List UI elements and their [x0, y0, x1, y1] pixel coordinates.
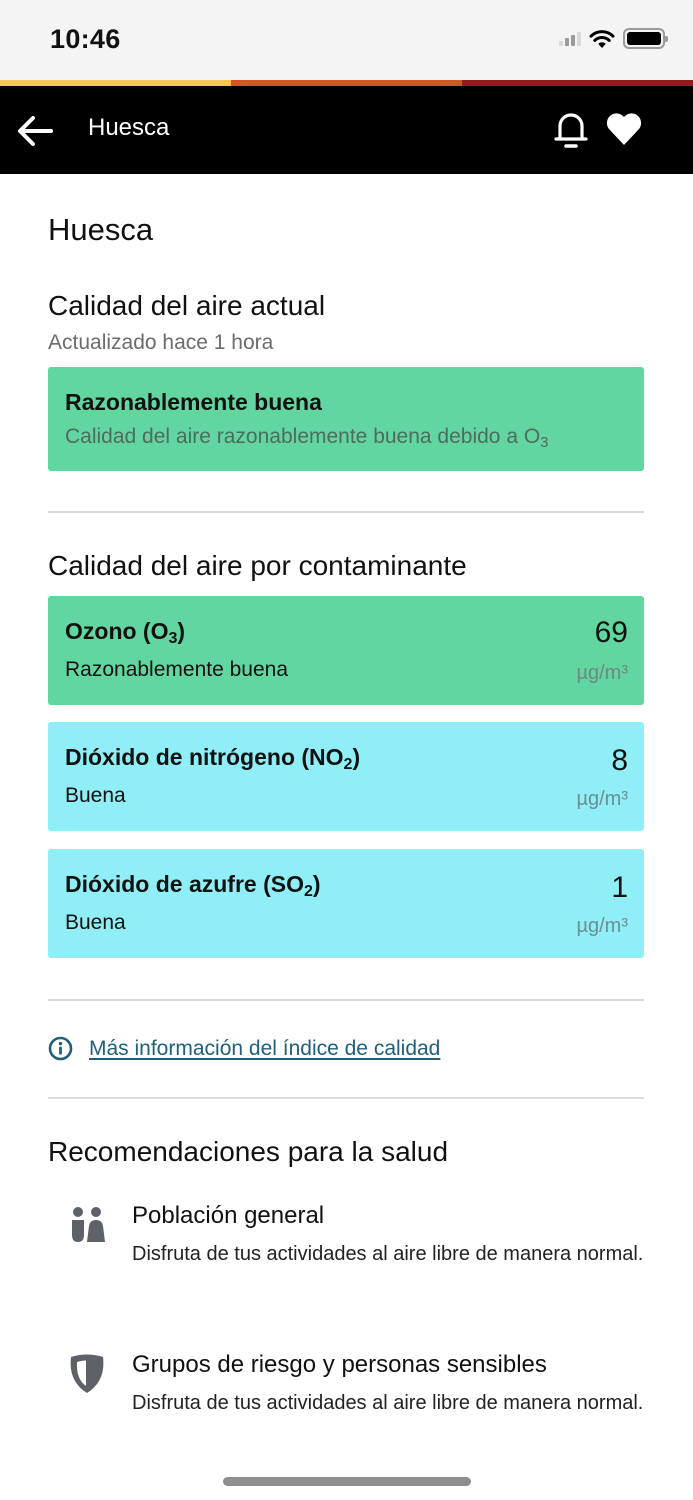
status-icons	[559, 28, 668, 49]
app-header: Huesca	[0, 86, 693, 174]
pollutant-level: Buena	[65, 784, 126, 807]
recommendation-title: Grupos de riesgo y personas sensibles	[132, 1351, 547, 1378]
stripe-orange	[231, 80, 462, 86]
divider	[48, 1097, 644, 1099]
notifications-button[interactable]	[550, 108, 592, 150]
info-circle-icon	[48, 1036, 73, 1061]
pollutant-value: 1	[611, 871, 628, 904]
current-quality-card: Razonablemente buena Calidad del aire ra…	[48, 367, 644, 471]
pollutant-card-ozone[interactable]: Ozono (O3) Razonablemente buena 69 µg/m³	[48, 596, 644, 705]
favorite-button[interactable]	[603, 108, 645, 150]
current-quality-status: Razonablemente buena	[65, 389, 322, 415]
recommendation-text: Disfruta de tus actividades al aire libr…	[132, 1392, 644, 1414]
stripe-red	[462, 80, 693, 86]
pollutant-card-so2[interactable]: Dióxido de azufre (SO2) Buena 1 µg/m³	[48, 849, 644, 958]
quality-index-info-link[interactable]: Más información del índice de calidad	[48, 1036, 440, 1061]
pollutant-unit: µg/m³	[576, 662, 628, 684]
signal-icon	[559, 31, 581, 46]
divider	[48, 999, 644, 1001]
recommendation-title: Población general	[132, 1202, 325, 1229]
status-time: 10:46	[50, 24, 121, 54]
arrow-left-icon	[18, 116, 53, 146]
current-quality-description: Calidad del aire razonablemente buena de…	[65, 425, 549, 451]
pollutant-name: Dióxido de nitrógeno (NO2)	[65, 744, 361, 773]
recommendation-sensitive-groups: Grupos de riesgo y personas sensibles Di…	[68, 1351, 644, 1451]
pollutant-level: Buena	[65, 911, 126, 934]
pollutant-unit: µg/m³	[576, 788, 628, 810]
updated-time: Actualizado hace 1 hora	[48, 331, 274, 354]
battery-icon	[623, 28, 668, 49]
shield-icon	[70, 1354, 104, 1393]
info-link-label[interactable]: Más información del índice de calidad	[89, 1036, 441, 1060]
pollutant-card-no2[interactable]: Dióxido de nitrógeno (NO2) Buena 8 µg/m³	[48, 722, 644, 831]
heart-icon	[606, 113, 642, 145]
people-icon	[72, 1207, 105, 1242]
pollutant-unit: µg/m³	[576, 915, 628, 937]
recommendation-general-population: Población general Disfruta de tus activi…	[68, 1202, 644, 1302]
recommendation-text: Disfruta de tus actividades al aire libr…	[132, 1243, 644, 1265]
pollutant-name: Dióxido de azufre (SO2)	[65, 871, 321, 900]
page-title: Huesca	[48, 212, 154, 247]
back-button[interactable]	[14, 110, 56, 152]
recommendations-heading: Recomendaciones para la salud	[48, 1136, 449, 1167]
divider	[48, 511, 644, 513]
current-quality-heading: Calidad del aire actual	[48, 290, 326, 321]
pollutant-value: 69	[594, 616, 628, 649]
stripe-yellow	[0, 80, 231, 86]
pollutant-value: 8	[611, 744, 628, 777]
bell-icon	[554, 113, 588, 148]
pollutant-level: Razonablemente buena	[65, 658, 289, 681]
header-title: Huesca	[88, 114, 170, 141]
wifi-icon	[589, 29, 615, 48]
pollutant-name: Ozono (O3)	[65, 618, 186, 647]
home-indicator[interactable]	[223, 1477, 471, 1486]
status-bar: 10:46	[0, 0, 693, 80]
brand-stripe	[0, 80, 693, 86]
pollutants-heading: Calidad del aire por contaminante	[48, 550, 467, 581]
